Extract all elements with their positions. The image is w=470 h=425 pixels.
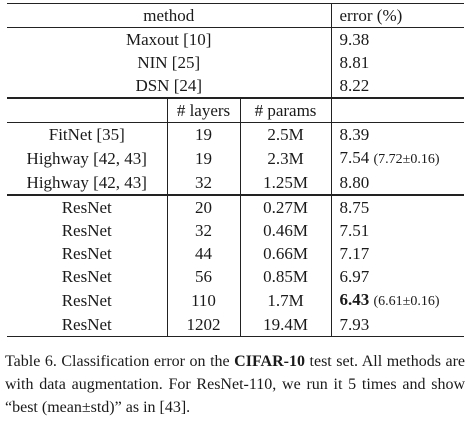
error-cell: 8.39: [331, 122, 464, 146]
table-row: Maxout [10] 9.38: [7, 27, 464, 51]
method-cell: Highway [42, 43]: [7, 171, 168, 195]
header-method: method: [7, 3, 332, 28]
table-row: ResNet 44 0.66M 7.17: [7, 242, 464, 265]
caption-text: test set. All methods are with data augm…: [5, 353, 465, 416]
table-row: ResNet 20 0.27M 8.75: [7, 194, 464, 219]
table-row: ResNet 56 0.85M 6.97: [7, 265, 464, 288]
table-row: Highway [42, 43] 19 2.3M 7.54 (7.72±0.16…: [7, 146, 464, 171]
error-cell: 7.51: [331, 219, 464, 242]
params-cell: 0.27M: [240, 194, 332, 219]
table-row: ResNet 110 1.7M 6.43 (6.61±0.16): [7, 288, 464, 313]
header-row: method error (%): [7, 3, 464, 28]
subheader-row: # layers # params: [7, 97, 464, 123]
layers-cell: 110: [167, 288, 241, 313]
table-row: DSN [24] 8.22: [7, 74, 464, 98]
params-cell: 19.4M: [240, 313, 332, 337]
params-cell: 0.46M: [240, 219, 332, 242]
error-value: 7.54: [339, 148, 370, 167]
error-cell: 9.38: [331, 27, 464, 51]
layers-cell: 32: [167, 219, 241, 242]
method-cell: ResNet: [7, 219, 168, 242]
layers-cell: 44: [167, 242, 241, 265]
method-cell: FitNet [35]: [7, 122, 168, 146]
error-cell: 8.75: [331, 194, 464, 219]
params-cell: 2.5M: [240, 122, 332, 146]
params-cell: 2.3M: [240, 146, 332, 171]
params-cell: 0.66M: [240, 242, 332, 265]
error-std: (7.72±0.16): [373, 152, 440, 167]
error-value: 6.97: [339, 267, 370, 286]
error-cell: 7.54 (7.72±0.16): [331, 146, 464, 171]
error-cell: 8.80: [331, 171, 464, 195]
table-row: ResNet 1202 19.4M 7.93: [7, 313, 464, 337]
error-cell: 8.81: [339, 53, 370, 72]
header-layers: # layers: [167, 97, 241, 123]
error-value: 8.80: [339, 173, 370, 192]
error-value-best: 6.43: [339, 290, 370, 309]
layers-cell: 32: [167, 171, 241, 195]
layers-cell: 19: [167, 146, 241, 171]
error-value: 8.75: [339, 198, 370, 217]
table-row: ResNet 32 0.46M 7.51: [7, 219, 464, 242]
error-std: (6.61±0.16): [373, 294, 440, 309]
error-cell: 7.17: [331, 242, 464, 265]
method-cell: NIN [25]: [7, 51, 332, 74]
method-cell: ResNet: [7, 194, 168, 219]
table-row: FitNet [35] 19 2.5M 8.39: [7, 122, 464, 146]
layers-cell: 1202: [167, 313, 241, 337]
error-cell: 7.93: [331, 313, 464, 337]
results-table: method error (%) Maxout [10] 9.38 NIN [2…: [7, 3, 464, 337]
table-row: NIN [25] 8.81: [7, 51, 464, 74]
layers-cell: 19: [167, 122, 241, 146]
error-value: 7.17: [339, 244, 370, 263]
method-cell: Highway [42, 43]: [7, 146, 168, 171]
method-cell: Maxout [10]: [7, 27, 332, 51]
method-cell: ResNet: [7, 288, 168, 313]
params-cell: 0.85M: [240, 265, 332, 288]
layers-cell: 56: [167, 265, 241, 288]
error-value: 7.93: [339, 315, 370, 334]
header-params: # params: [240, 97, 332, 123]
error-value: 8.39: [339, 125, 370, 144]
caption-dataset: CIFAR-10: [234, 353, 305, 370]
method-cell: ResNet: [7, 313, 168, 337]
params-cell: 1.7M: [240, 288, 332, 313]
error-cell: 6.97: [331, 265, 464, 288]
layers-cell: 20: [167, 194, 241, 219]
header-error: error (%): [331, 3, 464, 28]
caption-text: Table 6. Classification error on the: [5, 353, 235, 370]
params-cell: 1.25M: [240, 171, 332, 195]
method-cell: ResNet: [7, 242, 168, 265]
method-cell: ResNet: [7, 265, 168, 288]
error-cell: 8.22: [339, 76, 370, 95]
table-row: Highway [42, 43] 32 1.25M 8.80: [7, 171, 464, 195]
error-cell: 6.43 (6.61±0.16): [331, 288, 464, 313]
table-caption: Table 6. Classification error on the CIF…: [5, 350, 465, 419]
method-cell: DSN [24]: [7, 74, 332, 98]
error-value: 7.51: [339, 221, 370, 240]
